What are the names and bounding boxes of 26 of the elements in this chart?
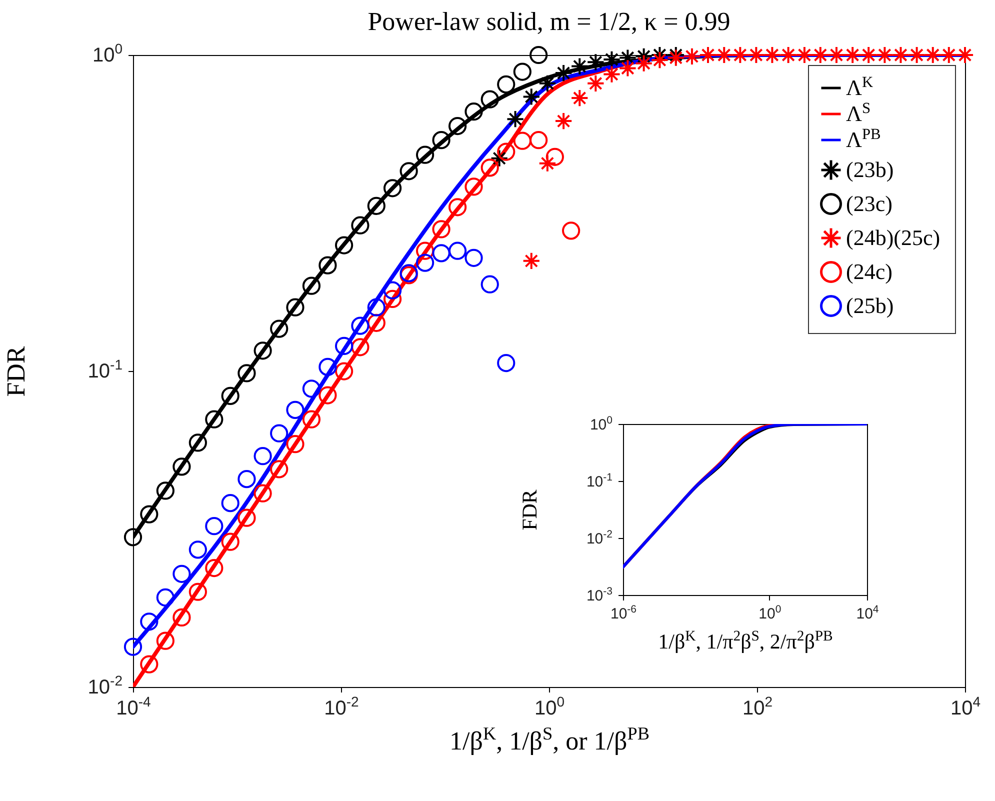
x-tick-label: 10$^{2}$ [742,694,773,720]
legend-label: Λ$^{PB}$ [846,126,881,152]
legend-label: (25b) [846,293,894,318]
legend-label: (23b) [846,157,894,182]
x-axis-title: 1/β$^{K}$, 1/β$^{S}$, or 1/β$^{PB}$ [449,724,650,756]
x-tick-label: 10$^{4}$ [950,694,981,720]
x-tick-label: 10$^{4}$ [856,604,879,622]
y-tick-label: 10$^{-2}$ [586,528,613,548]
x-tick-label: 10$^{-2}$ [324,694,360,720]
x-tick-label: 10$^{0}$ [534,694,565,720]
chart-title: Power-law solid, m = 1/2, κ = 0.99 [368,6,730,36]
legend-label: (24b)(25c) [846,225,940,250]
text: 1/β$^{K}$, 1/π$^{2}$β$^{S}$, 2/π$^{2}$β$^{PB}$ [658,628,833,654]
y-tick-label: 10$^{-1}$ [586,472,613,490]
y-tick-label: 10$^{-3}$ [586,586,613,604]
legend-label: Λ$^{K}$ [846,74,874,100]
y-tick-label: 10$^{0}$ [590,414,613,434]
y-axis-title: FDR [518,490,542,530]
x-tick-label: 10$^{-6}$ [610,604,637,622]
y-tick-label: 10$^{0}$ [92,40,123,66]
y-axis-title: FDR [1,346,30,397]
legend-label: (24c) [846,259,892,284]
y-tick-label: 10$^{-1}$ [88,356,123,382]
legend-label: Λ$^{S}$ [846,100,871,126]
legend-label: (23c) [846,191,892,216]
x-tick-label: 10$^{0}$ [758,604,782,622]
